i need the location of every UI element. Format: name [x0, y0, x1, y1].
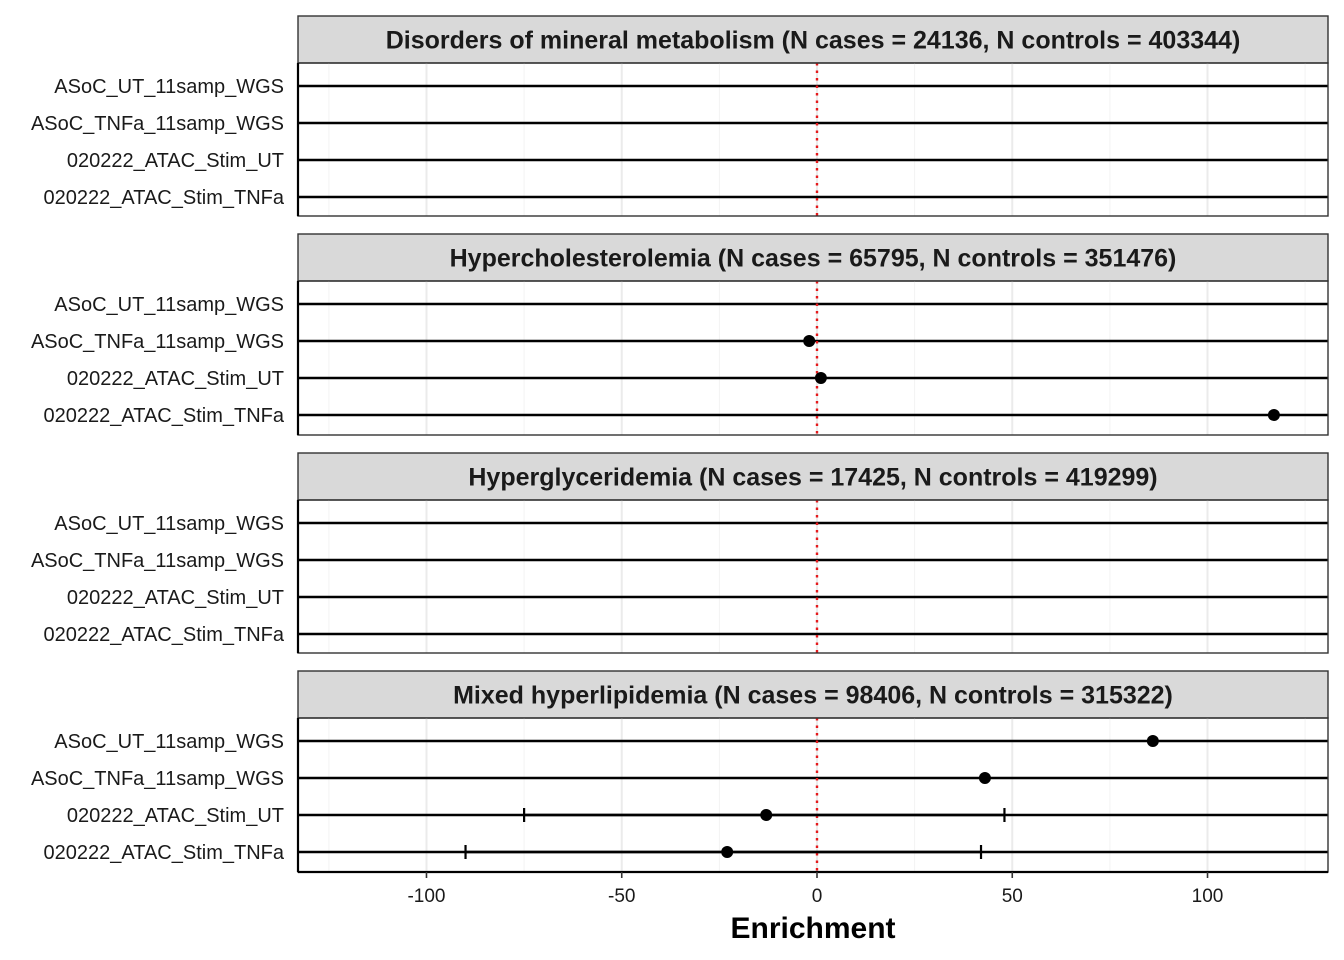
row-label: ASoC_TNFa_11samp_WGS [31, 113, 284, 135]
facet-strip [297, 233, 1329, 282]
x-axis-title: Enrichment [730, 912, 895, 945]
row-label: ASoC_UT_11samp_WGS [54, 731, 284, 753]
estimate-point [1267, 409, 1280, 421]
row-label: 020222_ATAC_Stim_TNFa [44, 405, 285, 427]
row-label: ASoC_UT_11samp_WGS [54, 513, 284, 535]
facet-strip [297, 670, 1329, 719]
row-label: 020222_ATAC_Stim_UT [67, 587, 284, 609]
x-tick-label: 0 [812, 886, 823, 907]
row-label: 020222_ATAC_Stim_UT [67, 805, 284, 827]
x-tick-label: -100 [407, 886, 445, 907]
x-tick-label: 100 [1192, 886, 1224, 907]
estimate-point [978, 772, 991, 784]
facet-panel: Hypercholesterolemia (N cases = 65795, N… [31, 233, 1329, 436]
x-tick-label: 50 [1002, 886, 1023, 907]
row-label: ASoC_TNFa_11samp_WGS [31, 331, 284, 353]
row-label: 020222_ATAC_Stim_TNFa [44, 187, 285, 209]
facet-panel: Disorders of mineral metabolism (N cases… [31, 15, 1329, 217]
facet-title: Hyperglyceridemia (N cases = 17425, N co… [468, 464, 1157, 492]
row-label: 020222_ATAC_Stim_UT [67, 368, 284, 390]
facet-title: Disorders of mineral metabolism (N cases… [386, 27, 1241, 55]
estimate-point [760, 809, 773, 821]
facet-panel: Hyperglyceridemia (N cases = 17425, N co… [31, 452, 1329, 654]
row-label: 020222_ATAC_Stim_TNFa [44, 624, 285, 646]
x-tick-label: -50 [608, 886, 635, 907]
row-label: ASoC_UT_11samp_WGS [54, 76, 284, 98]
row-label: 020222_ATAC_Stim_TNFa [44, 842, 285, 864]
row-label: 020222_ATAC_Stim_UT [67, 150, 284, 172]
row-label: ASoC_TNFa_11samp_WGS [31, 768, 284, 790]
facet-panel: Mixed hyperlipidemia (N cases = 98406, N… [31, 670, 1329, 874]
row-label: ASoC_UT_11samp_WGS [54, 294, 284, 316]
facet-title: Hypercholesterolemia (N cases = 65795, N… [450, 245, 1177, 273]
estimate-point [1146, 735, 1159, 747]
facet-title: Mixed hyperlipidemia (N cases = 98406, N… [453, 682, 1173, 710]
x-axis: -100 -50 0 50 100 Enrichment [407, 872, 1223, 945]
estimate-point [803, 335, 816, 347]
estimate-point [721, 846, 734, 858]
row-label: ASoC_TNFa_11samp_WGS [31, 550, 284, 572]
facet-strip [297, 15, 1329, 64]
estimate-point [814, 372, 827, 384]
facet-strip [297, 452, 1329, 501]
